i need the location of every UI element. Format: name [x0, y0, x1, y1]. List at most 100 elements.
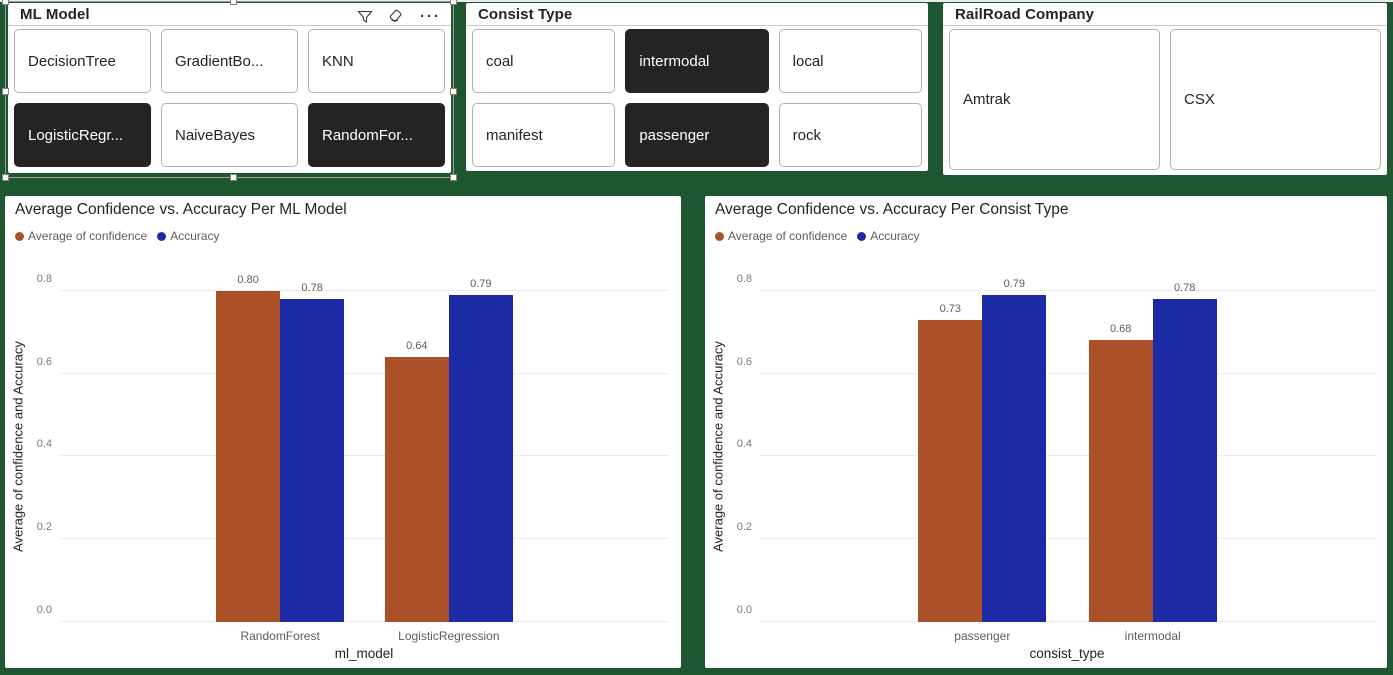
bar-intermodal-accuracy[interactable]: [1152, 299, 1217, 622]
slicer-item-amtrak[interactable]: Amtrak: [949, 29, 1160, 170]
x-axis-category-label: intermodal: [1124, 629, 1181, 643]
legend-dot-confidence: [715, 231, 724, 241]
plot-area: 0.0 0.2 0.4 0.6 0.8 0.73 0.79 passenger 0.68 0.78…: [737, 270, 1375, 643]
gridline: [760, 289, 1375, 291]
x-axis-title: consist_type: [1029, 646, 1105, 661]
slicer-item-csx[interactable]: CSX: [1170, 29, 1381, 170]
resize-handle[interactable]: [2, 0, 9, 5]
slicer-item-list: DecisionTree GradientBo... KNN LogisticRegr…: [14, 29, 445, 167]
bar-chart-ml-model: Average Confidence vs. Accuracy Per ML M…: [5, 196, 681, 668]
data-label: 0.79: [1003, 277, 1026, 290]
chart-title: Average Confidence vs. Accuracy Per ML M…: [15, 201, 347, 218]
resize-handle[interactable]: [450, 174, 457, 181]
bar-chart-consist-type: Average Confidence vs. Accuracy Per Cons…: [705, 196, 1387, 668]
data-label: 0.64: [406, 339, 428, 352]
x-axis-category-label: LogisticRegression: [398, 629, 500, 643]
slicer-item-local[interactable]: local: [778, 29, 922, 93]
bar-group-passenger: 0.73 0.79: [918, 278, 1047, 622]
page-top-edge: [0, 0, 1393, 2]
y-axis-tick: 0.0: [736, 604, 752, 616]
slicer-title: ML Model: [20, 6, 90, 23]
x-axis-title: ml_model: [334, 646, 394, 661]
slicer-item-coal[interactable]: coal: [472, 29, 616, 93]
gridline: [760, 538, 1375, 540]
slicer-item-intermodal[interactable]: intermodal: [625, 29, 769, 93]
gridline: [760, 621, 1375, 622]
bar-randomforest-confidence[interactable]: [216, 290, 281, 622]
legend-label: Accuracy: [170, 229, 220, 243]
resize-handle[interactable]: [229, 174, 237, 181]
bar-group-intermodal: 0.68 0.78: [1088, 282, 1217, 622]
bar-randomforest-accuracy[interactable]: [280, 299, 345, 622]
chart-legend: Average of confidence Accuracy: [715, 229, 920, 243]
resize-handle[interactable]: [450, 0, 457, 5]
bar-intermodal-confidence[interactable]: [1088, 340, 1153, 622]
bar-passenger-confidence[interactable]: [918, 319, 983, 622]
y-axis-tick: 0.8: [36, 272, 52, 285]
slicer-item-rock[interactable]: rock: [778, 103, 922, 167]
slicer-railroad-company: RailRoad Company Amtrak CSX: [943, 3, 1387, 175]
slicer-title: RailRoad Company: [955, 6, 1095, 23]
legend-label: Average of confidence: [728, 229, 848, 243]
legend-dot-confidence: [15, 231, 24, 241]
slicer-ml-model: ML Model ··· DecisionTree GradientBo... KN…: [2, 0, 457, 181]
slicer-item-manifest[interactable]: manifest: [472, 103, 616, 167]
eraser-icon[interactable]: [388, 9, 405, 25]
slicer-item-decisiontree[interactable]: DecisionTree: [14, 29, 151, 93]
gridline: [60, 455, 669, 457]
gridline: [760, 455, 1375, 457]
y-axis-title: Average of confidence and Accuracy: [710, 341, 726, 552]
data-label: 0.78: [1173, 282, 1196, 294]
slicer-item-gradientbo-[interactable]: GradientBo...: [161, 29, 298, 93]
bar-logisticregression-confidence[interactable]: [384, 356, 449, 622]
plot-area: 0.0 0.2 0.4 0.6 0.8 0.80 0.78 RandomForest 0.64 0…: [37, 270, 669, 643]
legend-label: Accuracy: [870, 229, 920, 243]
legend-dot-accuracy: [157, 231, 167, 241]
data-label: 0.68: [1109, 323, 1132, 336]
slicer-header-underline: [8, 25, 451, 26]
bar-logisticregression-accuracy[interactable]: [448, 294, 513, 622]
slicer-header-underline: [466, 25, 928, 26]
y-axis-tick: 0.6: [736, 355, 752, 368]
gridline: [60, 289, 669, 291]
slicer-consist-type: Consist Type coal intermodal local manifest…: [466, 3, 928, 171]
legend-item-confidence[interactable]: Average of confidence: [15, 229, 147, 243]
bar-group-logisticregression: 0.64 0.79: [384, 278, 513, 622]
chart-legend: Average of confidence Accuracy: [15, 229, 220, 243]
bar-passenger-accuracy[interactable]: [982, 294, 1047, 622]
slicer-item-knn[interactable]: KNN: [308, 29, 445, 93]
y-axis-tick: 0.6: [36, 355, 52, 368]
resize-handle[interactable]: [2, 174, 9, 181]
y-axis-tick: 0.8: [736, 272, 752, 285]
legend-item-accuracy[interactable]: Accuracy: [157, 229, 220, 243]
resize-handle[interactable]: [229, 0, 237, 5]
slicer-item-naivebayes[interactable]: NaiveBayes: [161, 103, 298, 167]
legend-item-accuracy[interactable]: Accuracy: [857, 229, 920, 243]
y-axis-tick: 0.2: [736, 521, 752, 534]
data-label: 0.80: [237, 273, 259, 286]
x-axis-category-label: passenger: [954, 629, 1011, 643]
gridline: [60, 621, 669, 622]
slicer-header-underline: [943, 25, 1387, 26]
bar-group-randomforest: 0.80 0.78: [216, 274, 345, 622]
slicer-title: Consist Type: [478, 6, 573, 23]
data-label: 0.79: [470, 277, 492, 290]
slicer-item-passenger[interactable]: passenger: [625, 103, 769, 167]
y-axis-title: Average of confidence and Accuracy: [10, 341, 26, 552]
slicer-item-list: Amtrak CSX: [949, 29, 1381, 170]
resize-handle[interactable]: [2, 88, 9, 95]
legend-item-confidence[interactable]: Average of confidence: [715, 229, 847, 243]
slicer-item-randomfor-[interactable]: RandomFor...: [308, 103, 445, 167]
resize-handle[interactable]: [450, 88, 457, 95]
slicer-item-logisticregr-[interactable]: LogisticRegr...: [14, 103, 151, 167]
filter-icon[interactable]: [357, 9, 373, 25]
chart-title: Average Confidence vs. Accuracy Per Cons…: [715, 201, 1069, 218]
data-label: 0.78: [301, 282, 323, 294]
y-axis-tick: 0.4: [36, 438, 52, 451]
slicer-item-list: coal intermodal local manifest passenger rock: [472, 29, 922, 167]
x-axis-category-label: RandomForest: [240, 629, 320, 643]
more-options-icon[interactable]: ···: [420, 8, 441, 25]
y-axis-tick: 0.4: [736, 438, 752, 451]
y-axis-tick: 0.0: [36, 604, 52, 616]
